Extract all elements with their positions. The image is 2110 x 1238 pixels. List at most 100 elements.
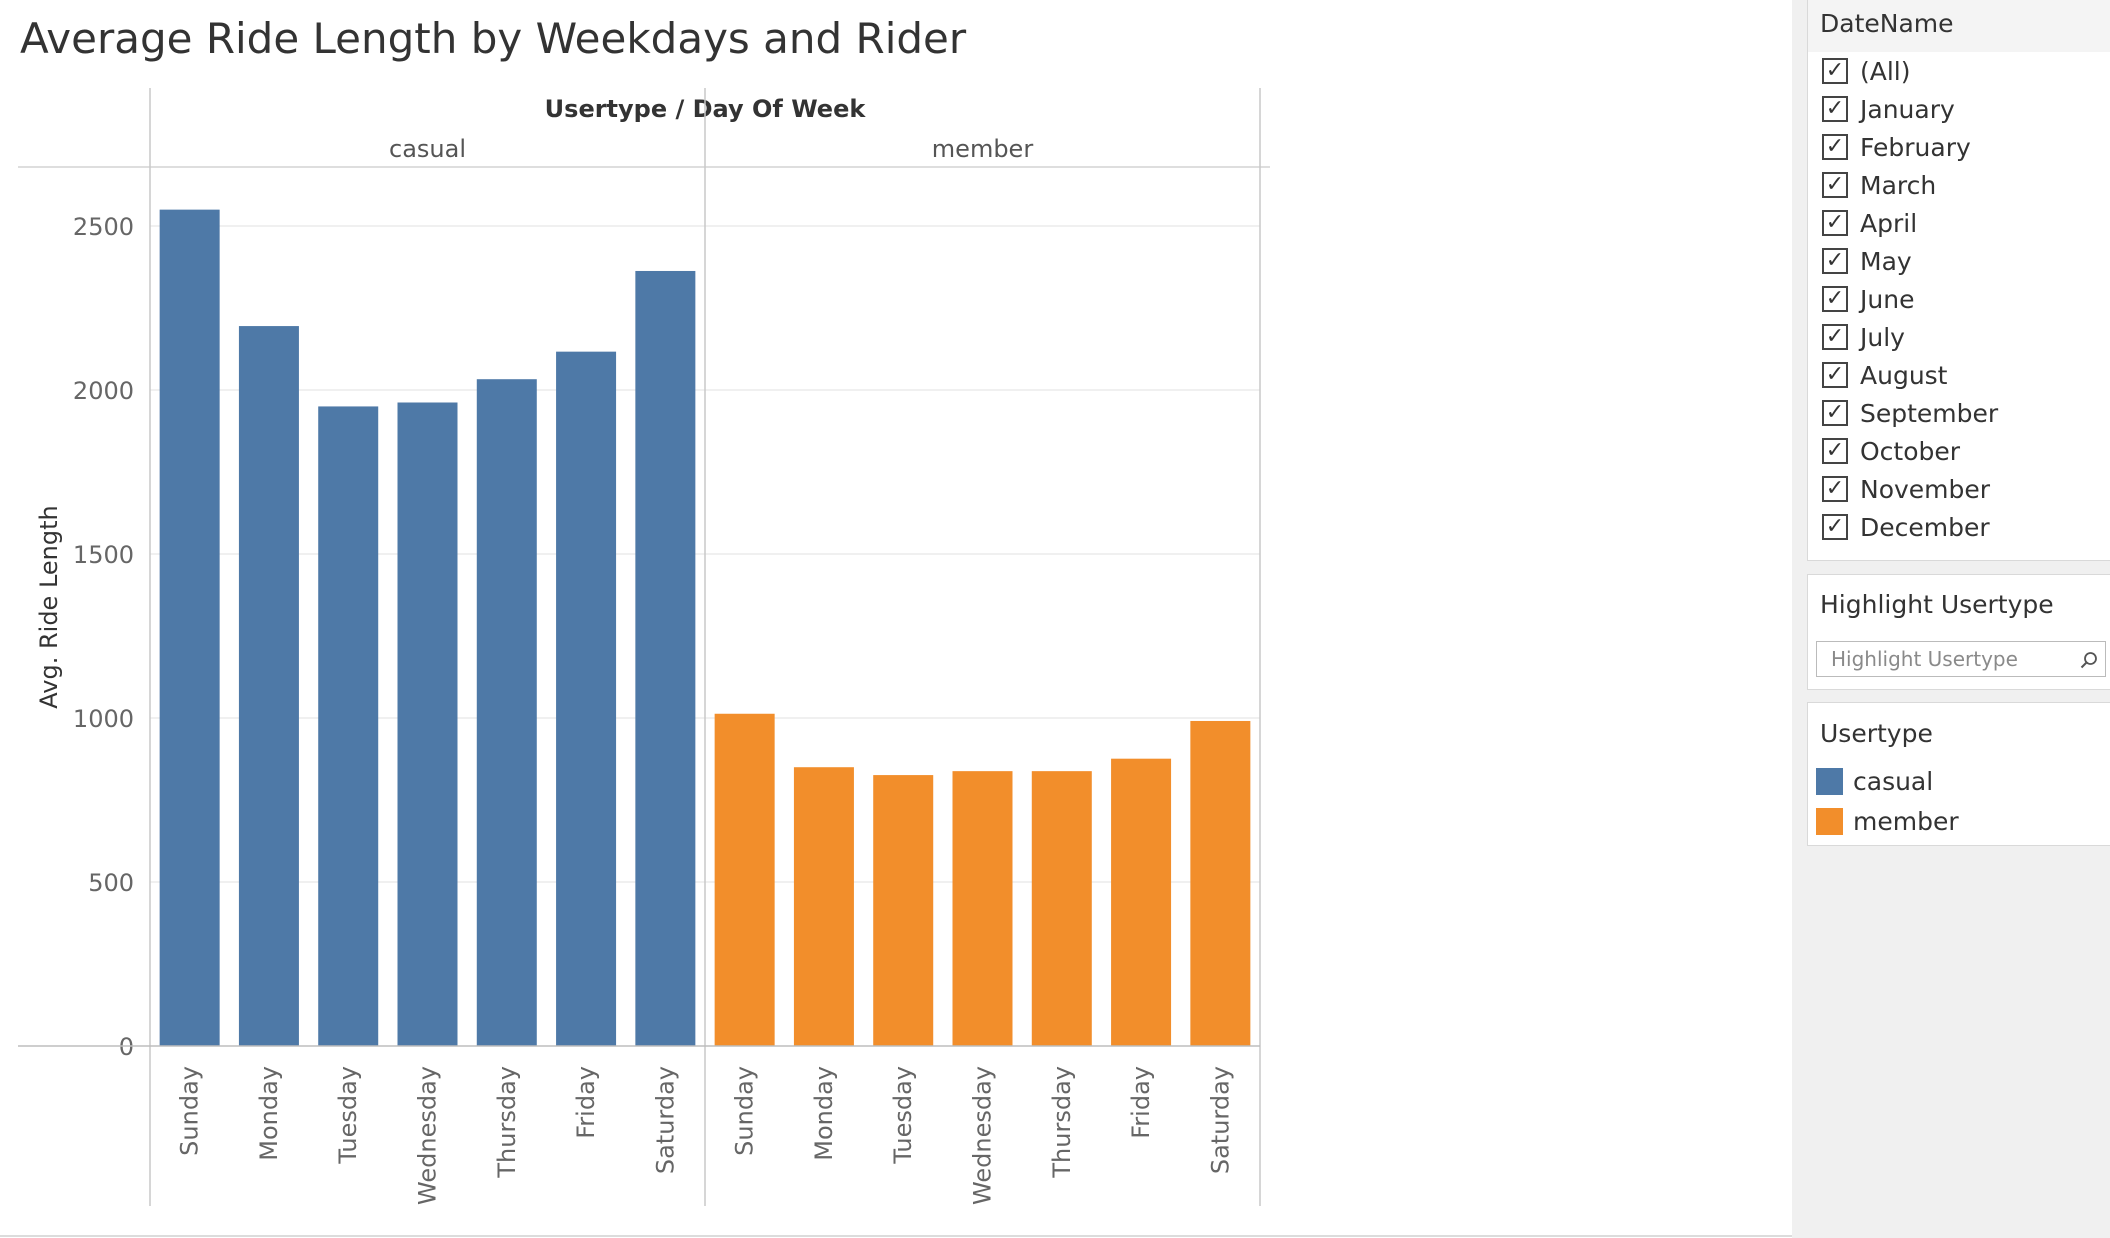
- checkmark-icon: ✓: [1825, 476, 1845, 501]
- datename-option-label: April: [1860, 208, 1918, 238]
- datename-option[interactable]: ✓ March: [1808, 166, 2110, 204]
- pane-header-member: member: [932, 135, 1034, 163]
- datename-option[interactable]: ✓ October: [1808, 432, 2110, 470]
- y-tick-label: 1000: [73, 705, 134, 733]
- bar-casual-saturday[interactable]: [635, 270, 696, 1046]
- legend-item-casual[interactable]: casual: [1808, 761, 2110, 801]
- datename-option[interactable]: ✓ (All): [1808, 52, 2110, 90]
- checkbox[interactable]: ✓: [1822, 172, 1848, 198]
- datename-filter-title: DateName: [1808, 0, 2110, 52]
- datename-option-label: March: [1860, 170, 1937, 200]
- checkbox[interactable]: ✓: [1822, 96, 1848, 122]
- chart-title: Average Ride Length by Weekdays and Ride…: [20, 14, 967, 63]
- y-tick-label: 500: [88, 869, 134, 897]
- datename-option[interactable]: ✓ June: [1808, 280, 2110, 318]
- usertype-legend-title: Usertype: [1820, 719, 1933, 748]
- checkbox[interactable]: ✓: [1822, 324, 1848, 350]
- checkbox[interactable]: ✓: [1822, 400, 1848, 426]
- checkbox[interactable]: ✓: [1822, 210, 1848, 236]
- datename-option-label: June: [1860, 284, 1915, 314]
- datename-option-label: December: [1860, 512, 1990, 542]
- bar-member-thursday[interactable]: [1031, 771, 1092, 1046]
- bar-member-monday[interactable]: [793, 767, 854, 1046]
- legend-label: casual: [1853, 766, 1934, 796]
- checkbox[interactable]: ✓: [1822, 248, 1848, 274]
- datename-option[interactable]: ✓ May: [1808, 242, 2110, 280]
- pane-header-casual: casual: [389, 135, 466, 163]
- highlight-usertype-input[interactable]: [1817, 642, 2073, 676]
- checkbox[interactable]: ✓: [1822, 58, 1848, 84]
- datename-option[interactable]: ✓ August: [1808, 356, 2110, 394]
- checkmark-icon: ✓: [1825, 248, 1845, 273]
- legend-label: member: [1853, 806, 1959, 836]
- bar-casual-tuesday[interactable]: [318, 406, 379, 1047]
- checkmark-icon: ✓: [1825, 58, 1845, 83]
- datename-option-label: July: [1860, 322, 1905, 352]
- search-icon[interactable]: [2079, 650, 2099, 670]
- checkbox[interactable]: ✓: [1822, 438, 1848, 464]
- bar-casual-thursday[interactable]: [476, 379, 537, 1047]
- datename-filter-list: ✓ (All) ✓ January ✓ February ✓ March ✓ April ✓ May ✓…: [1808, 52, 2110, 546]
- datename-option[interactable]: ✓ November: [1808, 470, 2110, 508]
- bar-member-friday[interactable]: [1111, 758, 1172, 1046]
- usertype-legend: Usertype casual member: [1807, 702, 2110, 846]
- bar-member-tuesday[interactable]: [873, 775, 934, 1046]
- bar-member-wednesday[interactable]: [952, 771, 1013, 1046]
- x-tick-label: Sunday: [176, 1066, 204, 1156]
- datename-option-label: August: [1860, 360, 1948, 390]
- bar-casual-sunday[interactable]: [159, 209, 220, 1046]
- checkmark-icon: ✓: [1825, 438, 1845, 463]
- checkbox[interactable]: ✓: [1822, 514, 1848, 540]
- legend-swatch: [1816, 807, 1843, 835]
- checkbox[interactable]: ✓: [1822, 134, 1848, 160]
- checkbox[interactable]: ✓: [1822, 286, 1848, 312]
- datename-option-label: May: [1860, 246, 1912, 276]
- datename-filter: DateName ✓ (All) ✓ January ✓ February ✓ March ✓ A…: [1807, 0, 2110, 561]
- bar-casual-wednesday[interactable]: [397, 402, 458, 1046]
- bar-casual-monday[interactable]: [238, 326, 299, 1046]
- datename-option-label: February: [1860, 132, 1971, 162]
- x-tick-label: Monday: [255, 1066, 283, 1161]
- checkmark-icon: ✓: [1825, 210, 1845, 235]
- datename-option-label: October: [1860, 436, 1961, 466]
- x-tick-label: Saturday: [651, 1066, 679, 1174]
- y-tick-label: 2000: [73, 377, 134, 405]
- datename-option[interactable]: ✓ December: [1808, 508, 2110, 546]
- datename-option[interactable]: ✓ July: [1808, 318, 2110, 356]
- bar-chart: Usertype / Day Of Week050010001500200025…: [0, 88, 1792, 1237]
- checkbox[interactable]: ✓: [1822, 476, 1848, 502]
- datename-option-label: (All): [1860, 56, 1911, 86]
- legend-swatch: [1816, 767, 1843, 795]
- x-tick-label: Thursday: [1048, 1066, 1076, 1179]
- highlight-usertype-box[interactable]: [1816, 641, 2106, 677]
- checkmark-icon: ✓: [1825, 362, 1845, 387]
- checkmark-icon: ✓: [1825, 96, 1845, 121]
- checkbox[interactable]: ✓: [1822, 362, 1848, 388]
- checkmark-icon: ✓: [1825, 172, 1845, 197]
- datename-option[interactable]: ✓ April: [1808, 204, 2110, 242]
- x-tick-label: Friday: [572, 1066, 600, 1139]
- bar-member-saturday[interactable]: [1190, 720, 1251, 1046]
- x-tick-label: Saturday: [1206, 1066, 1234, 1174]
- checkmark-icon: ✓: [1825, 134, 1845, 159]
- datename-option-label: September: [1860, 398, 1999, 428]
- y-tick-label: 0: [119, 1033, 134, 1061]
- y-axis-title: Avg. Ride Length: [35, 505, 63, 708]
- x-tick-label: Wednesday: [414, 1066, 442, 1205]
- legend-item-member[interactable]: member: [1808, 801, 2110, 841]
- bar-member-sunday[interactable]: [714, 713, 775, 1046]
- highlight-usertype-title: Highlight Usertype: [1820, 590, 2054, 619]
- x-tick-label: Sunday: [731, 1066, 759, 1156]
- bar-casual-friday[interactable]: [556, 351, 617, 1046]
- datename-option-label: November: [1860, 474, 1991, 504]
- x-tick-label: Tuesday: [889, 1066, 917, 1165]
- datename-option[interactable]: ✓ September: [1808, 394, 2110, 432]
- checkmark-icon: ✓: [1825, 514, 1845, 539]
- x-tick-label: Thursday: [493, 1066, 521, 1179]
- checkmark-icon: ✓: [1825, 400, 1845, 425]
- datename-option[interactable]: ✓ February: [1808, 128, 2110, 166]
- datename-option[interactable]: ✓ January: [1808, 90, 2110, 128]
- checkmark-icon: ✓: [1825, 324, 1845, 349]
- datename-option-label: January: [1860, 94, 1955, 124]
- x-tick-label: Wednesday: [969, 1066, 997, 1205]
